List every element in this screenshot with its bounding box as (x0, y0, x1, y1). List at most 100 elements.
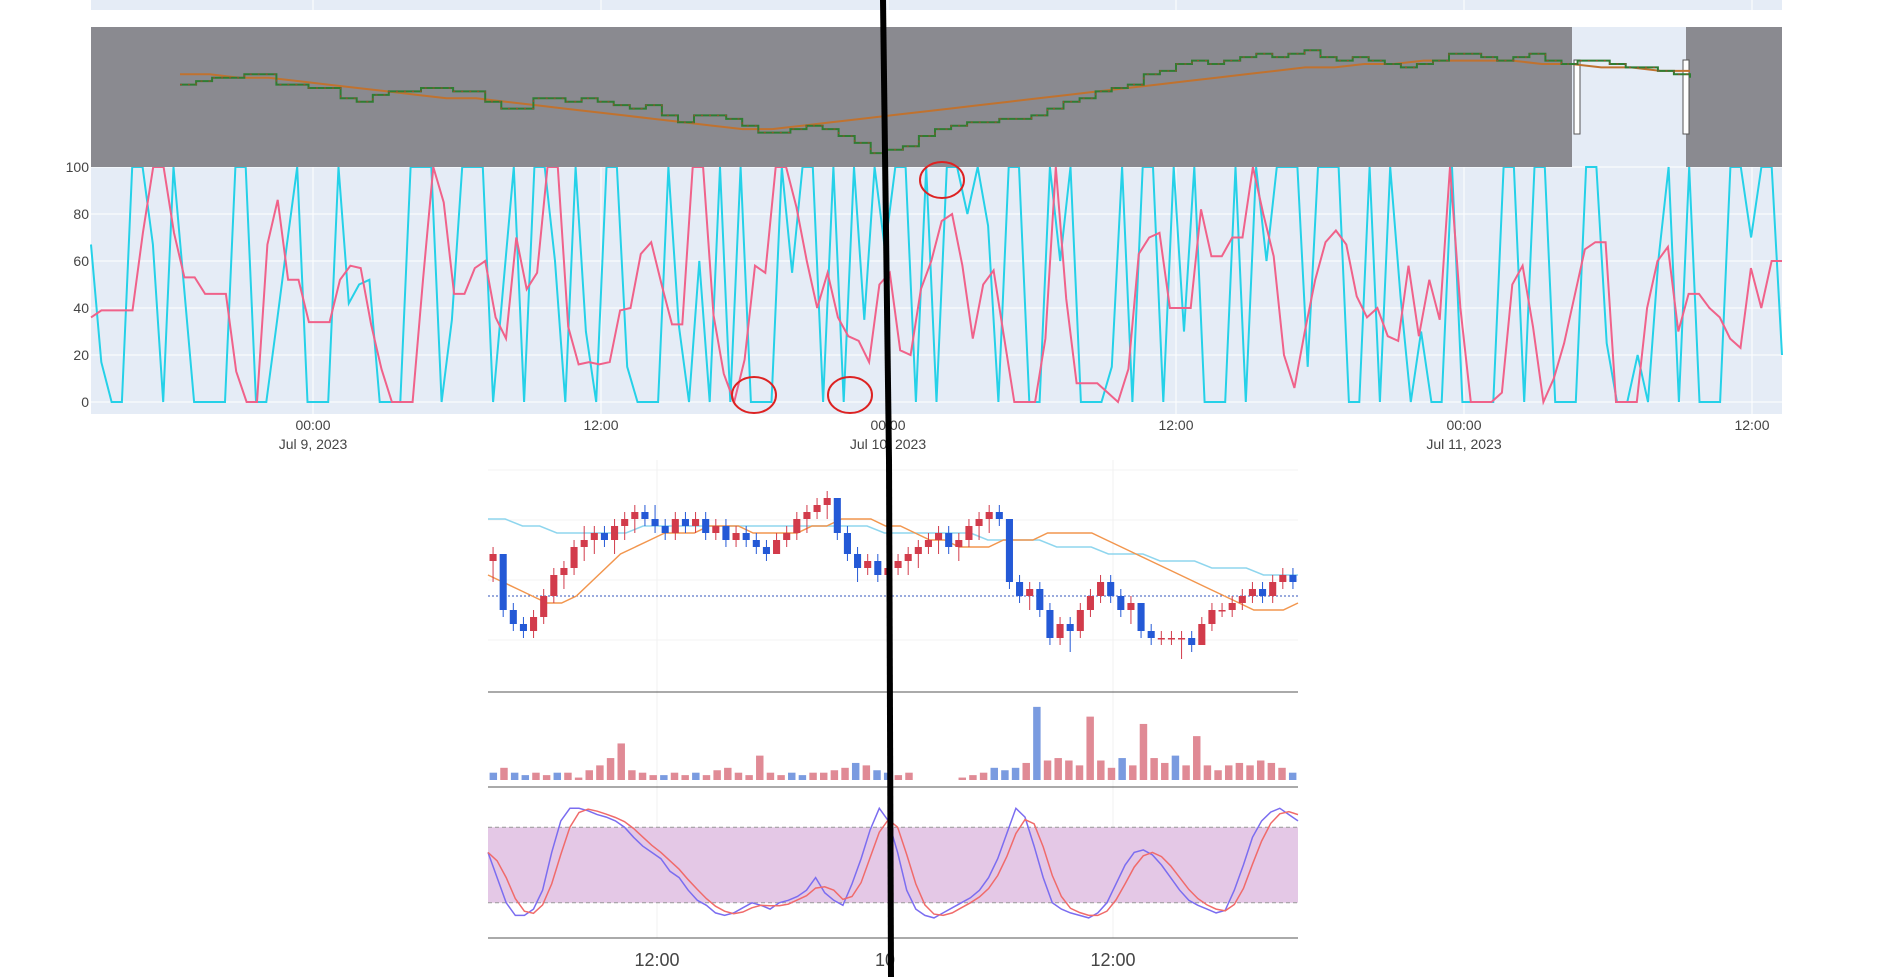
volume-bar (756, 755, 764, 780)
candle-body (631, 512, 639, 519)
candle-body (752, 540, 760, 547)
candle-body (621, 519, 629, 526)
volume-bar (905, 772, 913, 780)
annotation-circle (919, 161, 965, 199)
y-tick-label: 60 (73, 253, 89, 269)
candle-body (1107, 582, 1115, 596)
cursor-line (886, 460, 894, 977)
candle-body (702, 519, 710, 533)
volume-bar (1139, 723, 1148, 780)
candle-body (1076, 610, 1084, 631)
volume-bar (1097, 760, 1105, 780)
volume-bar (1129, 765, 1137, 780)
volume-bar (617, 743, 625, 780)
candle-body (732, 533, 740, 540)
candle-body (671, 519, 679, 533)
volume-bar (1224, 765, 1233, 780)
volume-bar (894, 775, 903, 780)
volume-bar (542, 775, 551, 780)
candle-body (995, 512, 1003, 519)
volume-bar (1161, 762, 1169, 780)
volume-bar (606, 758, 615, 780)
volume-bar (851, 762, 860, 780)
volume-bar (638, 772, 647, 780)
volume-bar (532, 772, 540, 780)
candle-body (651, 519, 659, 526)
range-handle-left (1573, 59, 1581, 135)
candle-body (692, 519, 700, 526)
candle-body (1147, 631, 1155, 638)
volume-bar (766, 772, 775, 780)
volume-bar (958, 777, 967, 780)
volume-bar (1235, 762, 1244, 780)
volume-bar (1288, 772, 1297, 780)
volume-bar (862, 765, 871, 780)
volume-bar (1043, 760, 1052, 780)
top-strip-background (91, 0, 1782, 10)
candle-body (985, 512, 993, 519)
x-tick-label: 12:00 (634, 950, 679, 970)
annotation-circle (731, 376, 777, 414)
candle-body (712, 526, 720, 533)
candle-body (1137, 603, 1145, 631)
candle-body (611, 526, 619, 540)
volume-bar (841, 767, 849, 780)
y-tick-label: 40 (73, 300, 89, 316)
volume-bar (585, 770, 593, 780)
candle-body (965, 526, 973, 540)
candle-body (823, 498, 831, 505)
volume-bar (1256, 760, 1265, 780)
volume-bar (724, 767, 732, 780)
volume-bar (1214, 770, 1222, 780)
volume-bar (574, 777, 583, 780)
candle-body (509, 610, 517, 624)
volume-bar (1011, 767, 1020, 780)
candle-body (813, 505, 821, 512)
candle-body (854, 554, 862, 568)
candle-body (1228, 603, 1236, 610)
candle-body (1208, 610, 1216, 624)
volume-bar (553, 772, 562, 780)
candle-body (894, 561, 902, 568)
stochastic-price-chart: 0 20 40 60 80 100 00:00 Jul 9, 2023 12:00 00:00 Ju… (66, 0, 1783, 460)
x-tick-label: 12:00 (1158, 417, 1193, 433)
candle-body (1066, 624, 1074, 631)
candle-body (783, 533, 791, 540)
candle-body (1086, 596, 1094, 610)
candle-body (864, 561, 872, 568)
volume-bar (1118, 758, 1126, 780)
volume-bar (1203, 765, 1212, 780)
y-tick-label: 0 (81, 394, 89, 410)
volume-bar (489, 772, 498, 780)
candle-body (1117, 596, 1125, 610)
candle-body (1178, 638, 1186, 640)
volume-bar (521, 775, 530, 780)
x-tick-label: 12:00 (583, 417, 618, 433)
price-line-down-segments (180, 49, 1691, 154)
volume-bar (692, 772, 700, 780)
candle-body (1289, 575, 1297, 582)
candle-body (1238, 596, 1246, 603)
volume-bar (809, 772, 817, 780)
candle-body (1157, 638, 1165, 640)
ma-slow-line (488, 518, 1298, 576)
volume-bar (564, 772, 572, 780)
volume-bar (979, 772, 988, 780)
cursor-line (880, 0, 892, 460)
ma-fast-line (487, 518, 1299, 611)
volume-bar (1065, 760, 1073, 780)
volume-bar (798, 775, 807, 780)
volume-bar (1171, 755, 1180, 780)
volume-bar (1246, 765, 1254, 780)
volume-bar (660, 775, 668, 780)
volume-bar (510, 772, 519, 780)
volume-bar (777, 775, 785, 780)
candle-body (975, 519, 983, 526)
candle-body (600, 533, 608, 540)
candle-body (681, 519, 689, 526)
volume-bar (670, 772, 679, 780)
candle-body (1218, 610, 1226, 612)
candle-body (641, 512, 649, 519)
candle-body (1127, 603, 1135, 610)
candle-body (803, 512, 811, 519)
